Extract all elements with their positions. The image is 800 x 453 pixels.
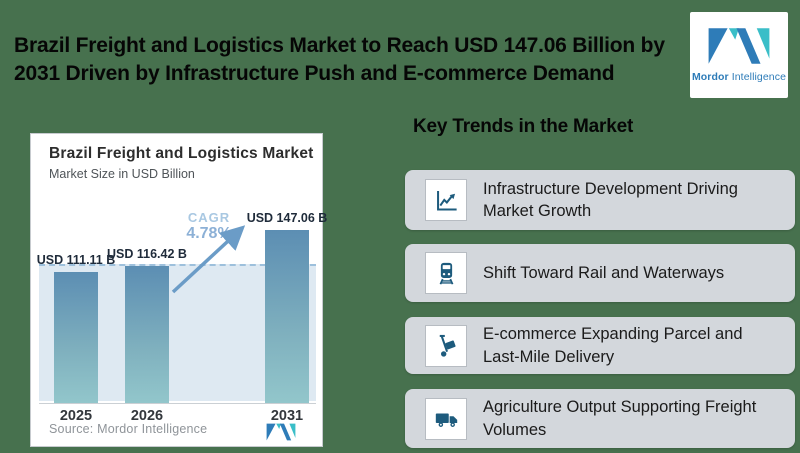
brand-name-bold: Mordor [691, 71, 729, 83]
cagr-label: CAGR [187, 210, 231, 225]
bar-2031 [265, 230, 309, 403]
x-axis-line [39, 403, 316, 404]
cagr-annotation: CAGR 4.78% [168, 210, 250, 243]
x-tick-2026: 2026 [130, 408, 164, 424]
trend-label: Shift Toward Rail and Waterways [483, 263, 725, 282]
icon-tile [425, 324, 467, 367]
trend-label: Infrastructure Development Driving Marke… [483, 179, 738, 220]
mordor-monogram-icon [266, 423, 296, 441]
bar-value-label: USD 116.42 B [107, 247, 187, 261]
x-tick-2031: 2031 [270, 408, 304, 424]
trends-heading: Key Trends in the Market [413, 116, 634, 137]
icon-tile [425, 252, 467, 294]
x-tick-2025: 2025 [59, 408, 93, 424]
icon-tile [425, 179, 467, 221]
trend-item-agriculture: Agriculture Output Supporting Freight Vo… [405, 389, 795, 448]
trend-label: E-commerce Expanding Parcel and Last-Mil… [483, 325, 743, 366]
source-note: Source: Mordor Intelligence [49, 422, 208, 436]
chart-subtitle: Market Size in USD Billion [49, 167, 195, 181]
brand-wordmark: Mordor Intelligence [692, 71, 786, 83]
mordor-monogram-icon [708, 28, 770, 64]
train-icon [439, 262, 453, 285]
chart-growth-icon [436, 190, 457, 211]
brand-name-rest: Intelligence [728, 71, 787, 83]
icon-tile [425, 397, 467, 440]
truck-icon [435, 413, 457, 427]
bar-2026 [125, 266, 169, 403]
trend-label: Agriculture Output Supporting Freight Vo… [483, 398, 757, 439]
bar-value-label: USD 111.11 B [36, 253, 116, 267]
trend-item-rail-waterways: Shift Toward Rail and Waterways [405, 244, 795, 302]
page-title: Brazil Freight and Logistics Market to R… [14, 34, 665, 86]
brand-logo: Mordor Intelligence [690, 12, 788, 98]
chart-title: Brazil Freight and Logistics Market [49, 145, 314, 162]
cagr-value: 4.78% [186, 225, 232, 242]
bar-2025 [54, 272, 98, 403]
market-chart-card: Brazil Freight and Logistics Market Mark… [30, 133, 327, 447]
trend-item-infrastructure: Infrastructure Development Driving Marke… [405, 170, 795, 230]
handtruck-icon [439, 334, 456, 357]
bar-value-label: USD 147.06 B [246, 211, 328, 225]
trend-item-ecommerce: E-commerce Expanding Parcel and Last-Mil… [405, 317, 795, 374]
mini-brand-logo [259, 423, 303, 441]
